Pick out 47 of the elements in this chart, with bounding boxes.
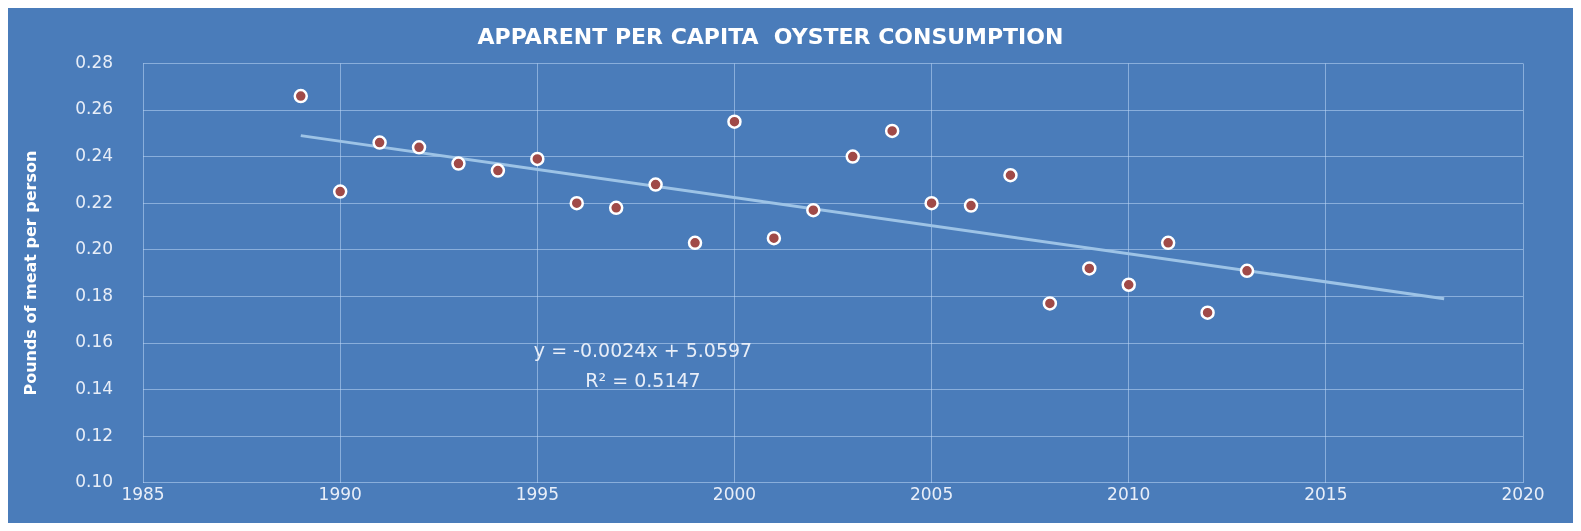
x-tick-label: 2005	[909, 484, 954, 505]
point	[372, 135, 387, 150]
x-tick-label: 1995	[515, 484, 559, 505]
point	[293, 88, 309, 104]
point	[490, 163, 506, 178]
point	[1082, 261, 1097, 276]
y-tick-label: 0.24	[75, 145, 114, 166]
x-tick-label: 2010	[1107, 484, 1151, 505]
point	[806, 202, 821, 218]
y-tick-label: 0.14	[75, 378, 114, 399]
x-tick-label: 1990	[318, 484, 362, 505]
point	[569, 195, 584, 211]
point	[411, 140, 427, 155]
point	[608, 200, 624, 216]
point	[1003, 167, 1018, 183]
annotation: R² = 0.5147	[585, 368, 701, 391]
point	[687, 235, 703, 251]
x-tick-label: 1985	[121, 484, 165, 505]
chart-title: APPARENT PER CAPITA OYSTER CONSUMPTION	[477, 23, 1064, 49]
y-tick-label: 0.18	[75, 284, 114, 305]
y-tick-label: 0.20	[75, 238, 114, 259]
y-tick-label: 0.10	[75, 471, 114, 492]
point	[332, 184, 348, 199]
point	[648, 177, 663, 192]
point	[727, 114, 742, 129]
point	[963, 198, 979, 213]
point	[1160, 235, 1176, 251]
point	[766, 230, 782, 246]
point	[845, 149, 860, 164]
y-tick-label: 0.12	[75, 424, 114, 445]
y-tick-label: 0.16	[75, 331, 114, 352]
y-tick-label: 0.26	[75, 98, 114, 119]
point	[1042, 296, 1058, 311]
x-tick-label: 2020	[1501, 484, 1545, 505]
y-axis-title: Pounds of meat per person	[20, 150, 40, 396]
point	[1121, 277, 1136, 292]
y-tick-label: 0.22	[75, 191, 114, 212]
point	[451, 156, 466, 171]
annotation: y = -0.0024x + 5.0597	[533, 338, 753, 361]
y-tick-label: 0.28	[75, 51, 114, 72]
point	[884, 123, 900, 139]
x-tick-label: 2000	[712, 484, 757, 505]
point	[1200, 305, 1215, 320]
point	[530, 151, 545, 167]
x-tick-label: 2015	[1304, 484, 1348, 505]
point	[924, 195, 939, 211]
point	[1239, 263, 1255, 279]
